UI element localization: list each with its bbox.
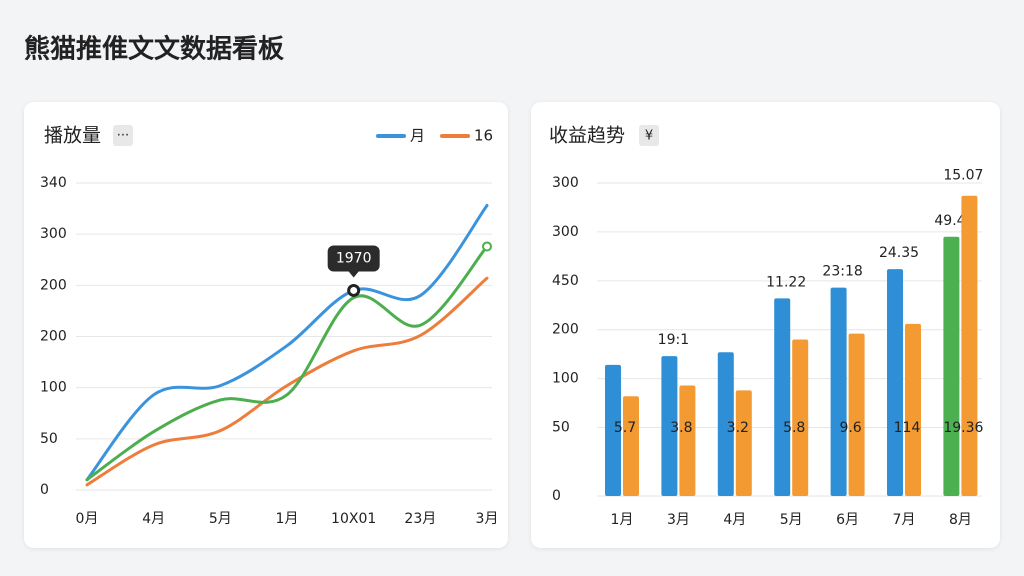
y-tick-label: 300 — [40, 226, 67, 242]
x-tick-label: 8月 — [949, 512, 972, 528]
y-tick-label: 100 — [552, 371, 579, 387]
bar — [661, 356, 678, 496]
bar — [717, 352, 734, 496]
bar — [605, 364, 621, 496]
bar — [848, 333, 865, 496]
bar — [830, 287, 847, 496]
y-tick-label: 340 — [40, 175, 67, 191]
bar-label: 3.2 — [727, 420, 749, 436]
x-tick-label: 1月 — [611, 512, 634, 528]
y-tick-label: 300 — [552, 175, 579, 191]
tooltip — [327, 245, 380, 272]
tooltip-arrow — [348, 271, 359, 278]
page-title: 熊猫推倠文文数据看板 — [24, 34, 284, 65]
y-tick-label: 0 — [552, 488, 561, 504]
x-tick-label: 5月 — [780, 512, 803, 528]
end-marker — [482, 241, 492, 252]
x-tick-label: 3月 — [476, 511, 499, 527]
card-title: 收益趋势 — [549, 125, 625, 147]
bar — [961, 195, 978, 496]
bar — [792, 339, 809, 496]
y-tick-label: 50 — [552, 420, 570, 436]
bar-label: 3.8 — [670, 420, 692, 436]
x-tick-label: 6月 — [836, 512, 859, 528]
y-tick-label: 200 — [552, 322, 579, 338]
line-series — [85, 204, 489, 482]
x-tick-label: 4月 — [723, 512, 746, 528]
bar-label: 114 — [894, 420, 921, 436]
bar-label: 11.22 — [766, 274, 806, 290]
y-tick-label: 0 — [40, 482, 49, 498]
bar — [623, 396, 639, 496]
bar-label: 19:1 — [658, 332, 689, 348]
y-tick-label: 450 — [552, 273, 579, 289]
bar — [943, 236, 960, 496]
x-tick-label: 4月 — [142, 511, 165, 527]
x-tick-label: 3月 — [667, 512, 690, 528]
bar-label: 5.7 — [614, 420, 636, 436]
y-tick-label: 200 — [40, 277, 67, 293]
chip — [639, 125, 659, 146]
bar-label: 9.6 — [839, 420, 861, 436]
bar-top-label: 15.07 — [943, 168, 983, 184]
legend-label: 月 — [410, 127, 425, 145]
line-series — [85, 276, 489, 487]
y-tick-label: 200 — [40, 329, 67, 345]
x-tick-label: 1月 — [276, 511, 299, 527]
bar-label: 5.8 — [783, 420, 805, 436]
bar — [679, 385, 696, 496]
bar-label: 19.36 — [943, 420, 983, 436]
bar-label: 23:18 — [822, 264, 862, 280]
y-tick-label: 300 — [552, 224, 579, 240]
chip-text: ¥ — [645, 129, 653, 144]
chip — [113, 125, 133, 146]
y-tick-label: 50 — [40, 431, 58, 447]
card — [531, 102, 1000, 548]
bar — [774, 298, 791, 496]
x-tick-label: 0月 — [76, 511, 99, 527]
card-title: 播放量 — [44, 125, 101, 147]
chip-text: ··· — [117, 129, 129, 144]
bar — [735, 390, 752, 496]
bar — [905, 323, 921, 496]
legend-label: 16 — [474, 127, 493, 145]
y-tick-label: 100 — [40, 380, 67, 396]
tooltip-text: 1970 — [336, 250, 372, 266]
line-series — [85, 244, 489, 482]
bar — [887, 269, 903, 496]
x-tick-label: 5月 — [209, 511, 232, 527]
x-tick-label: 23月 — [404, 511, 436, 527]
x-tick-label: 10X01 — [331, 511, 376, 527]
bar-label: 24.35 — [879, 245, 919, 261]
annotation-point — [347, 283, 361, 297]
x-tick-label: 7月 — [893, 512, 916, 528]
